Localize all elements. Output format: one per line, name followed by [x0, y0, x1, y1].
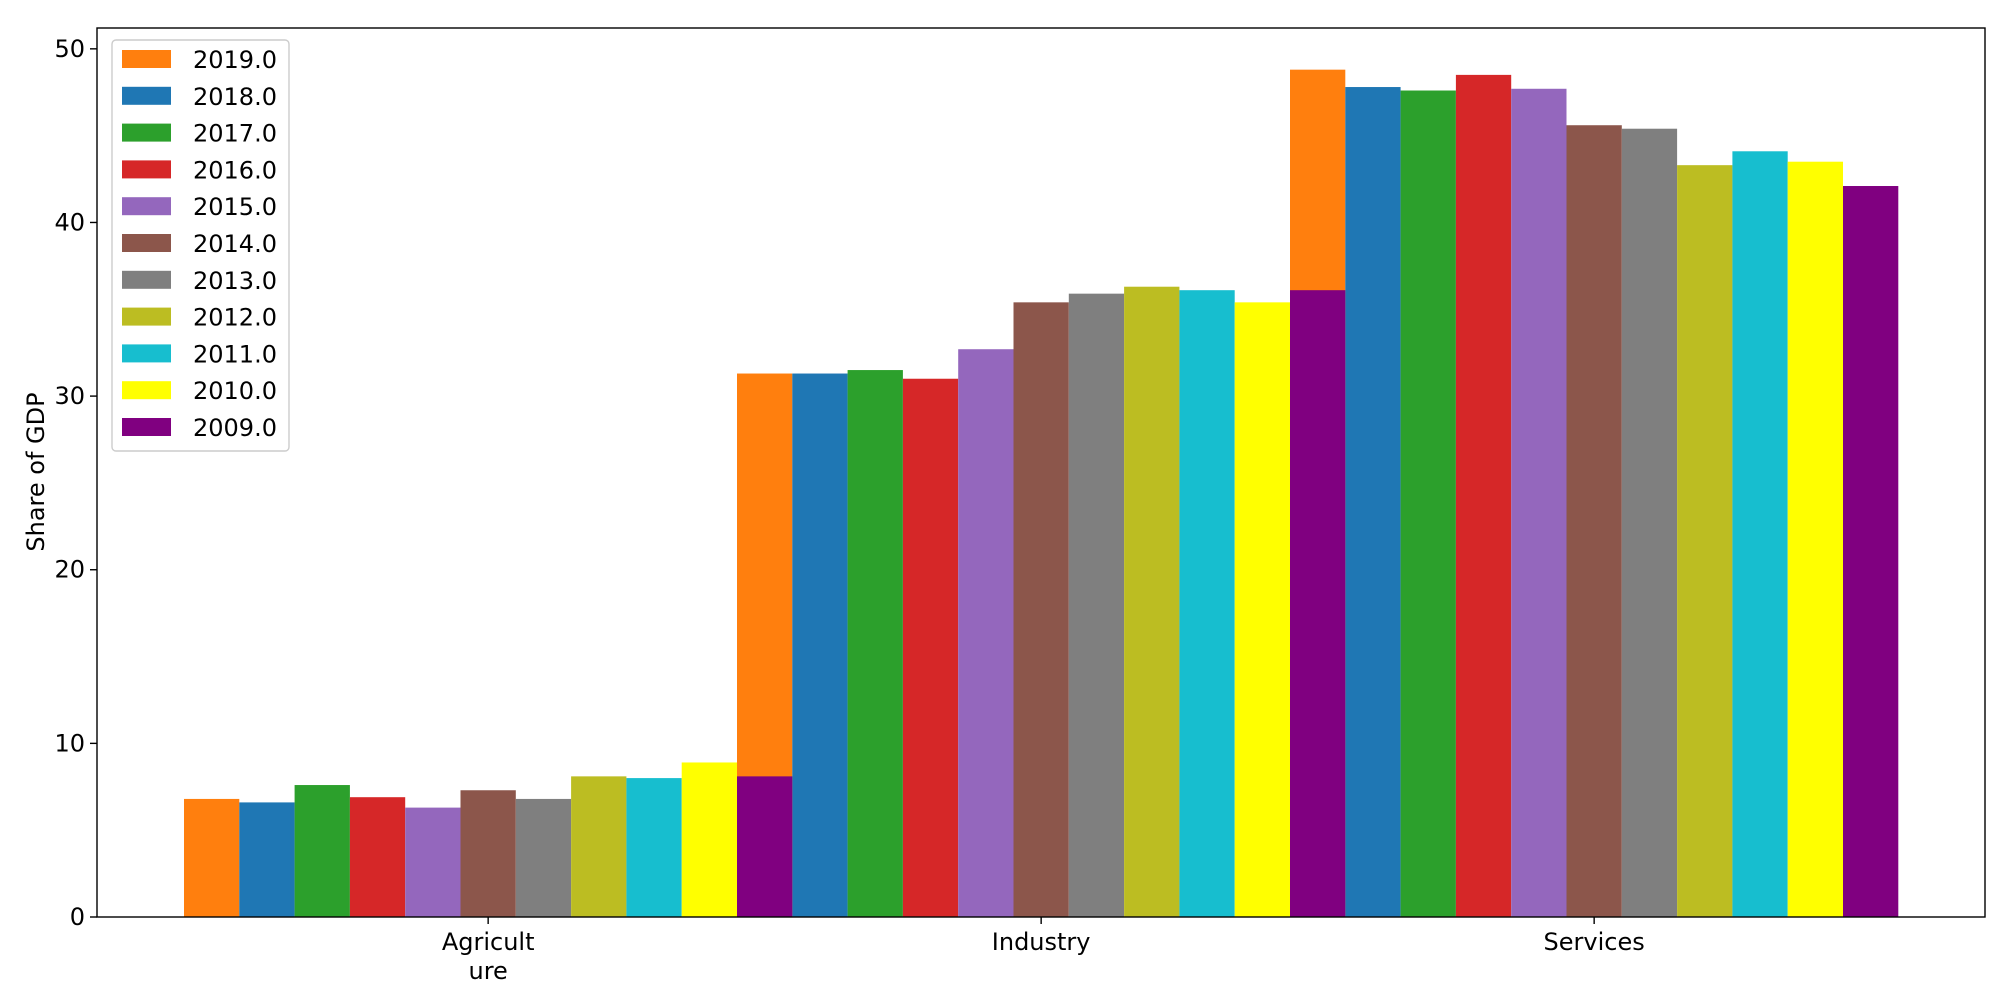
bar-2016.0-services [1455, 74, 1512, 917]
x-axis: Agricult ure Industry Services [442, 917, 1645, 985]
y-axis-label: Share of GDP [22, 392, 50, 551]
legend-swatch [122, 234, 171, 252]
legend-label: 2015.0 [193, 193, 277, 221]
bar-2018.0-agriculture [239, 802, 295, 917]
bar-2017.0-industry [847, 370, 903, 917]
bar-2010.0-industry [1234, 302, 1290, 918]
legend-swatch [122, 160, 171, 179]
bar-2013.0-services [1621, 128, 1678, 917]
bar-2015.0-services [1511, 88, 1567, 917]
bar-2011.0-agriculture [626, 778, 682, 917]
legend-swatch [122, 307, 171, 326]
bar-2010.0-services [1787, 161, 1843, 917]
legend-label: 2013.0 [193, 267, 277, 295]
legend-label: 2012.0 [193, 304, 277, 332]
bar-2013.0-industry [1068, 293, 1125, 917]
legend-swatch [122, 270, 171, 289]
bar-2011.0-industry [1179, 290, 1235, 917]
legend-swatch [122, 344, 171, 363]
y-tick-label: 0 [70, 903, 85, 931]
legend-swatch [122, 123, 171, 142]
legend-label: 2019.0 [193, 46, 277, 74]
bar-2012.0-agriculture [571, 776, 627, 917]
bar-2015.0-industry [958, 349, 1014, 918]
legend-label: 2009.0 [193, 414, 277, 442]
bar-2019.0-agriculture [184, 798, 240, 917]
y-axis: 0 10 20 30 40 50 [54, 35, 97, 931]
x-tick-label: Agricult ure [442, 928, 535, 985]
y-tick-label: 40 [54, 208, 85, 236]
legend-swatch [122, 197, 171, 216]
bar-2016.0-industry [902, 378, 959, 917]
legend-label: 2018.0 [193, 83, 277, 111]
x-tick-label: Services [1544, 928, 1645, 956]
y-tick-label: 10 [54, 729, 85, 757]
bar-2009.0-services [1843, 186, 1899, 917]
bar-2014.0-agriculture [460, 790, 516, 917]
bar-2012.0-services [1677, 165, 1733, 918]
y-tick-label: 30 [54, 382, 85, 410]
bar-2017.0-services [1400, 90, 1456, 917]
bar-2018.0-services [1345, 87, 1401, 918]
bar-2014.0-industry [1013, 302, 1069, 918]
legend-label: 2016.0 [193, 156, 277, 184]
y-tick-label: 50 [54, 35, 85, 63]
legend-label: 2017.0 [193, 120, 277, 148]
legend-swatch [122, 418, 171, 436]
bar-2016.0-agriculture [349, 797, 406, 917]
legend: 2019.0 2018.0 2017.0 2016.0 2015.0 2014.0 2013… [111, 39, 290, 452]
legend-label: 2011.0 [193, 340, 277, 368]
bar-2014.0-services [1566, 125, 1622, 918]
legend-swatch [122, 381, 171, 400]
bar-2015.0-agriculture [405, 807, 461, 917]
legend-label: 2014.0 [193, 230, 277, 258]
legend-swatch [122, 86, 171, 105]
bar-2018.0-industry [792, 373, 848, 917]
bar-2009.0-industry [1290, 290, 1346, 917]
bar-2012.0-industry [1124, 286, 1180, 918]
bar-2011.0-services [1732, 151, 1788, 917]
bar-2013.0-agriculture [515, 798, 572, 917]
bars-layer [184, 69, 1899, 918]
legend-label: 2010.0 [193, 377, 277, 405]
legend-swatch [122, 50, 171, 68]
bar-2017.0-agriculture [294, 785, 350, 917]
bar-2009.0-agriculture [737, 776, 793, 917]
y-tick-label: 20 [54, 556, 85, 584]
x-tick-label: Industry [992, 928, 1091, 956]
bar-2010.0-agriculture [681, 762, 737, 917]
